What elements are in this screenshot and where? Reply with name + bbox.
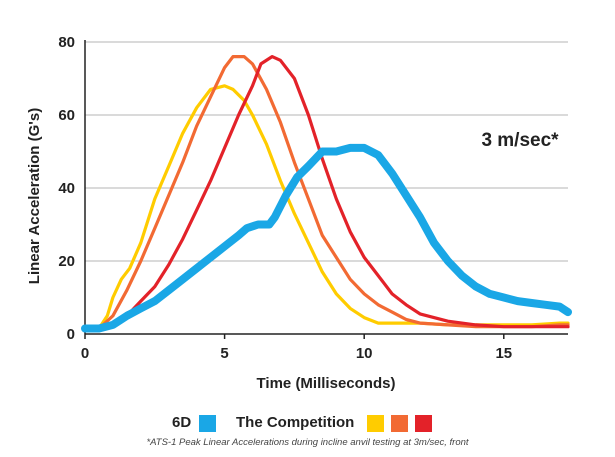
y-tick-label: 80 bbox=[58, 34, 75, 51]
x-tick-label: 5 bbox=[220, 345, 228, 362]
legend-label-competition: The Competition bbox=[236, 414, 355, 431]
series-line-competition-red bbox=[83, 54, 570, 332]
tick-labels: 0 20 40 60 80 0 5 10 15 bbox=[58, 34, 512, 362]
y-axis-title: Linear Acceleration (G's) bbox=[26, 108, 43, 284]
series-lines bbox=[81, 54, 572, 333]
legend: 6D The Competition bbox=[0, 411, 615, 435]
x-tick-label: 0 bbox=[81, 345, 89, 362]
chart-area: 0 20 40 60 80 0 5 10 15 Linear Acceleration (G's… bbox=[26, 34, 572, 392]
legend-swatch-6d bbox=[199, 415, 216, 432]
y-tick-label: 0 bbox=[67, 326, 75, 343]
y-tick-label: 60 bbox=[58, 107, 75, 124]
y-tick-label: 40 bbox=[58, 180, 75, 197]
x-tick-label: 15 bbox=[495, 345, 512, 362]
chart-annotation: 3 m/sec* bbox=[481, 130, 559, 151]
legend-swatch-competition-red bbox=[415, 415, 432, 432]
series-line-6d bbox=[81, 143, 572, 333]
legend-label-6d: 6D bbox=[172, 414, 192, 431]
legend-swatch-competition-orange bbox=[391, 415, 408, 432]
x-tick-label: 10 bbox=[356, 345, 373, 362]
y-tick-label: 20 bbox=[58, 253, 75, 270]
series-line-competition-orange bbox=[83, 54, 570, 332]
legend-swatch-competition-yellow bbox=[367, 415, 384, 432]
footnote: *ATS-1 Peak Linear Accelerations during … bbox=[146, 437, 469, 448]
gridlines bbox=[85, 41, 568, 262]
x-axis-title: Time (Milliseconds) bbox=[257, 375, 396, 392]
axes bbox=[84, 40, 568, 335]
